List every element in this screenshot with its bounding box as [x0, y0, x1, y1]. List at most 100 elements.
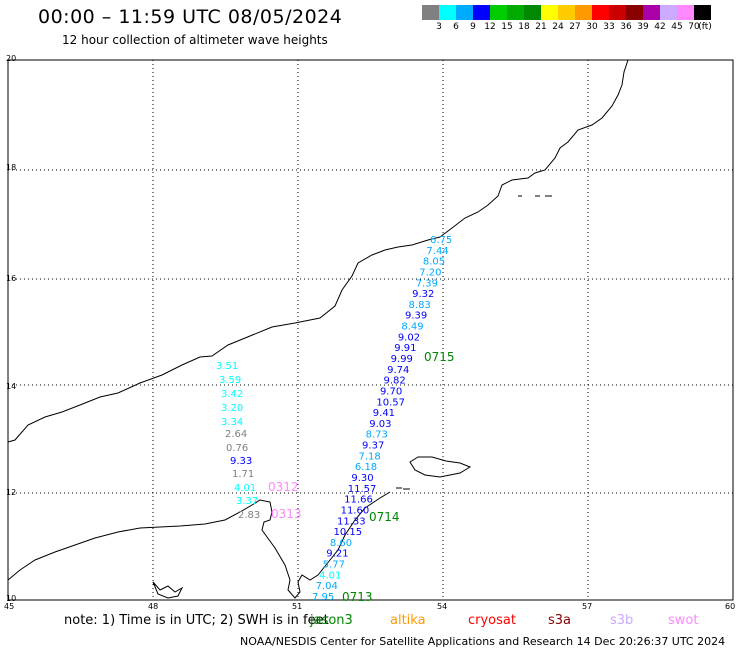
scale-label: 42 — [654, 22, 666, 32]
track-value: 7.18 — [358, 451, 380, 462]
track-value: 3.37 — [236, 496, 258, 507]
scale-label: 18 — [518, 22, 530, 32]
lon-label-45: 45 — [4, 602, 15, 611]
scale-label: 70 — [688, 22, 700, 32]
scale-label: 27 — [569, 22, 581, 32]
track-value: 10.57 — [376, 397, 405, 408]
scale-swatch — [694, 5, 711, 20]
lon-label-51: 51 — [292, 602, 303, 611]
scale-swatch — [677, 5, 694, 20]
scale-swatch — [558, 5, 575, 20]
scale-label: 33 — [603, 22, 615, 32]
track-value: 8.73 — [366, 430, 388, 441]
scale-swatch — [541, 5, 558, 20]
track-value: 8.83 — [409, 300, 431, 311]
scale-swatch — [592, 5, 609, 20]
coastline-south — [7, 491, 391, 599]
time-label: 0313 — [271, 507, 302, 521]
track-value: 7.95 — [312, 592, 334, 603]
scale-label: 3 — [436, 22, 442, 32]
scale-swatch — [660, 5, 677, 20]
time-label: 0312 — [268, 480, 299, 494]
scale-swatch — [575, 5, 592, 20]
track-value: 9.99 — [391, 354, 413, 365]
scale-swatch — [507, 5, 524, 20]
footer-note: note: 1) Time is in UTC; 2) SWH is in fe… — [64, 613, 329, 628]
track-value: 11.66 — [344, 495, 373, 506]
legend-s3a: s3a — [548, 613, 572, 628]
track-value: 9.41 — [373, 408, 395, 419]
track-value: 0.76 — [226, 443, 248, 454]
time-label: 0713 — [342, 590, 373, 604]
track-value: 9.39 — [405, 311, 427, 322]
scale-label: 6 — [453, 22, 459, 32]
lon-label-60: 60 — [725, 602, 736, 611]
map-frame — [7, 59, 734, 601]
color-scale — [422, 5, 711, 20]
page-title: 00:00 – 11:59 UTC 08/05/2024 — [38, 6, 343, 28]
track-value: 9.91 — [394, 343, 416, 354]
scale-swatch — [643, 5, 660, 20]
lon-label-57: 57 — [582, 602, 593, 611]
track-value: 7.39 — [416, 278, 438, 289]
track-value: 3.51 — [216, 361, 238, 372]
track-value: 9.33 — [230, 456, 252, 467]
scale-label: 45 — [671, 22, 683, 32]
page-subtitle: 12 hour collection of altimeter wave hei… — [62, 33, 328, 47]
lat-label-12: 12 — [6, 488, 17, 497]
altimeter-tracks: 6.757.448.057.207.399.328.839.398.499.02… — [216, 235, 455, 604]
track-value: 3.42 — [221, 389, 243, 400]
coastline — [7, 59, 629, 599]
scale-swatch — [609, 5, 626, 20]
track-value: 7.20 — [419, 267, 441, 278]
legend-s3b: s3b — [610, 613, 634, 628]
scale-swatch — [473, 5, 490, 20]
lat-label-10: 10 — [6, 594, 17, 603]
scale-label: 15 — [501, 22, 513, 32]
scale-label: 9 — [470, 22, 476, 32]
scale-label: 21 — [535, 22, 547, 32]
track-value: 2.83 — [238, 510, 260, 521]
track-value: 5.77 — [323, 560, 345, 571]
scale-label: (ft) — [698, 22, 712, 32]
scale-swatch — [422, 5, 439, 20]
scale-swatch — [490, 5, 507, 20]
lon-label-54: 54 — [437, 602, 448, 611]
legend-swot: swot — [668, 613, 699, 628]
scale-swatch — [439, 5, 456, 20]
scale-swatch — [626, 5, 643, 20]
track-value: 9.21 — [326, 549, 348, 560]
track-value: 9.74 — [387, 365, 409, 376]
track-value: 1.71 — [232, 469, 254, 480]
lat-label-16: 16 — [6, 274, 17, 283]
scale-swatch — [524, 5, 541, 20]
scale-label: 30 — [586, 22, 598, 32]
track-value: 9.02 — [398, 332, 420, 343]
track-value: 11.60 — [341, 505, 370, 516]
island-socotra — [409, 456, 472, 478]
lat-label-14: 14 — [6, 382, 17, 391]
scale-label: 12 — [484, 22, 496, 32]
track-value: 9.37 — [362, 441, 384, 452]
track-value: 8.05 — [423, 257, 445, 268]
credit-line: NOAA/NESDIS Center for Satellite Applica… — [240, 635, 726, 648]
track-value: 3.20 — [221, 403, 243, 414]
legend-altika: altika — [390, 613, 426, 628]
track-value: 3.59 — [219, 375, 241, 386]
scale-label: 24 — [552, 22, 564, 32]
time-label: 0714 — [369, 510, 400, 524]
track-value: 7.44 — [426, 246, 448, 257]
track-value: 9.70 — [380, 386, 402, 397]
track-value: 9.82 — [384, 376, 406, 387]
track-value: 4.01 — [234, 483, 256, 494]
scale-swatch — [456, 5, 473, 20]
track-value: 11.33 — [337, 516, 366, 527]
scale-label: 39 — [637, 22, 649, 32]
track-value: 9.30 — [351, 473, 373, 484]
coastline-mainland — [7, 59, 629, 443]
track-value: 2.64 — [225, 429, 247, 440]
track-value: 4.01 — [319, 570, 341, 581]
track-value: 10.15 — [333, 527, 362, 538]
lat-label-18: 18 — [6, 163, 17, 172]
